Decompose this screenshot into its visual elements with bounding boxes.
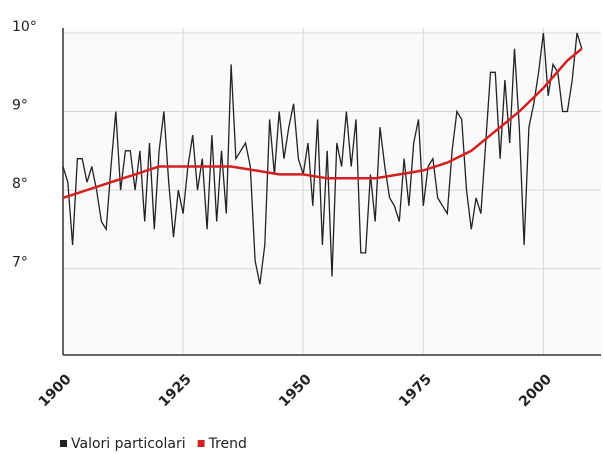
legend-swatch bbox=[197, 440, 205, 447]
x-tick-label: 2000 bbox=[516, 371, 555, 410]
y-tick-label: 10° bbox=[12, 19, 37, 35]
series-line bbox=[62, 47, 583, 200]
plot-area bbox=[63, 28, 601, 355]
y-tick-label: 8° bbox=[12, 176, 28, 192]
x-tick-label: 1950 bbox=[276, 371, 315, 410]
x-tick-label: 1900 bbox=[36, 371, 75, 410]
series-line bbox=[62, 32, 583, 285]
x-tick-label: 1925 bbox=[156, 371, 195, 410]
y-tick-label: 7° bbox=[12, 255, 28, 271]
legend-label: Valori particolari bbox=[71, 436, 186, 452]
x-tick-label: 1975 bbox=[396, 371, 435, 410]
legend-label: Trend bbox=[208, 436, 247, 452]
y-tick-label: 9° bbox=[12, 98, 28, 114]
legend-swatch bbox=[60, 440, 67, 447]
